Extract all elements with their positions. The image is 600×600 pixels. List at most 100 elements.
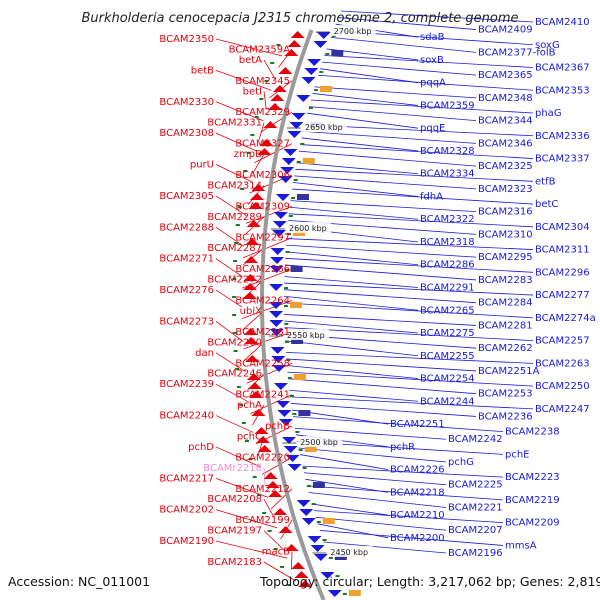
right-gene-label: BCAM2251A <box>478 366 540 377</box>
reverse-gene-arrow <box>283 149 298 156</box>
right-gene-label: BCAM2311 <box>535 245 590 256</box>
forward-gene-arrow <box>251 409 266 416</box>
right-gene-label: BCAM2286 <box>420 260 475 271</box>
left-gene-label: betB <box>191 65 214 76</box>
left-leader-line <box>215 132 257 152</box>
right-leader-line <box>285 351 534 364</box>
right-gene-label: BCAM2328 <box>420 146 475 157</box>
right-leader-line <box>317 74 534 91</box>
left-gene-label: BCAM2271 <box>159 254 214 265</box>
tick-mark <box>280 566 285 568</box>
kbp-label: 2700 kbp <box>334 27 372 36</box>
left-gene-label: BCAM2314 <box>207 180 262 191</box>
right-leader-line <box>319 530 504 546</box>
reverse-gene-arrow <box>289 122 304 129</box>
kbp-label: 2650 kbp <box>305 123 343 132</box>
left-gene-label: BCAM2197 <box>207 526 262 537</box>
left-leader-line <box>215 415 254 433</box>
left-gene-label: BCAM2239 <box>159 379 214 390</box>
right-gene-label: BCAM2218 <box>390 487 445 498</box>
forward-gene-arrow <box>250 193 264 200</box>
right-leader-line <box>284 320 419 334</box>
right-gene-label: etfB <box>535 176 556 187</box>
left-leader-line <box>244 342 265 361</box>
right-gene-label: BCAM2377-folB <box>478 47 556 58</box>
right-gene-label: BCAM2348 <box>478 93 533 104</box>
tick-mark <box>262 512 267 514</box>
left-gene-label: BCAM2330 <box>159 97 214 108</box>
right-leader-line <box>286 365 419 379</box>
left-gene-label: BCAM2258 <box>235 358 290 369</box>
right-gene-label: BCAM2296 <box>535 267 590 278</box>
right-gene-label: pqqA <box>420 78 446 89</box>
left-gene-label: BCAM2260 <box>207 337 262 348</box>
reverse-gene-arrow <box>270 257 285 264</box>
forward-gene-arrow <box>298 580 313 587</box>
right-leader-line <box>307 112 419 129</box>
forward-gene-arrow <box>270 94 285 101</box>
forward-gene-arrow <box>244 337 259 344</box>
kbp-label-bg <box>287 222 331 233</box>
reverse-gene-arrow <box>280 167 295 174</box>
left-gene-label: BCAM2266 <box>235 264 290 275</box>
right-gene-label: BCAM2281 <box>478 320 533 331</box>
right-gene-label: BCAM2367 <box>535 63 590 74</box>
forward-gene-arrow <box>267 103 282 110</box>
reverse-gene-arrow <box>316 32 331 39</box>
chromosome-backbone <box>260 29 326 600</box>
reverse-gene-arrow <box>310 545 325 552</box>
map-title: Burkholderia cenocepacia J2315 chromosom… <box>81 11 518 26</box>
left-leader-line <box>215 321 244 342</box>
right-leader-line <box>284 276 419 288</box>
left-gene-label: BCAM2359A <box>229 44 291 55</box>
right-gene-label: BCAM2265 <box>420 305 475 316</box>
right-leader-line <box>322 61 477 76</box>
tick-mark <box>291 197 295 199</box>
right-gene-label: fdhA <box>420 191 443 202</box>
right-gene-label: betC <box>535 199 558 210</box>
left-gene-label: BCAM2241 <box>235 390 290 401</box>
left-gene-label: BCAM2190 <box>159 536 214 547</box>
tick-mark <box>306 485 311 487</box>
feature-block <box>293 374 306 380</box>
tick-mark <box>235 368 239 370</box>
right-leader-line <box>291 403 477 417</box>
right-leader-line <box>311 503 389 516</box>
left-gene-label: BCAM2208 <box>207 494 262 505</box>
left-leader-line <box>215 164 252 182</box>
left-leader-line <box>215 446 261 468</box>
right-leader-line <box>284 282 534 296</box>
left-gene-label: purU <box>190 160 214 171</box>
tick-mark <box>287 233 291 235</box>
reverse-gene-arrow <box>278 176 293 183</box>
kbp-label-bg <box>303 121 347 132</box>
left-gene-label: BCAM2327 <box>235 139 290 150</box>
forward-gene-arrow <box>249 391 263 398</box>
left-gene-label: zmpB <box>234 149 262 160</box>
tick-mark <box>313 89 318 91</box>
left-gene-label: BCAM2276 <box>159 285 214 296</box>
tick-mark <box>328 557 333 559</box>
right-leader-line <box>294 175 477 190</box>
right-gene-label: BCAM2291 <box>420 283 475 294</box>
right-gene-label: pchE <box>505 449 530 460</box>
left-leader-line <box>215 258 243 277</box>
left-gene-label: pchB <box>265 421 290 432</box>
right-gene-label: BCAM2274a <box>535 313 596 324</box>
tick-mark <box>322 539 327 541</box>
right-gene-label: BCAM2409 <box>478 25 533 36</box>
kbp-label-bg <box>331 25 376 36</box>
reverse-gene-arrow <box>272 365 286 372</box>
reverse-gene-arrow <box>269 329 284 336</box>
left-gene-label: BCAM2345 <box>235 76 290 87</box>
right-leader-line <box>302 465 504 478</box>
right-leader-line <box>288 378 477 395</box>
reverse-gene-arrow <box>320 572 335 579</box>
right-gene-label: BCAM2295 <box>478 252 533 263</box>
tick-mark <box>233 260 238 262</box>
tick-mark <box>276 44 281 46</box>
tick-mark <box>232 332 237 334</box>
kbp-label-bg <box>285 329 329 340</box>
tick-mark <box>342 593 347 595</box>
